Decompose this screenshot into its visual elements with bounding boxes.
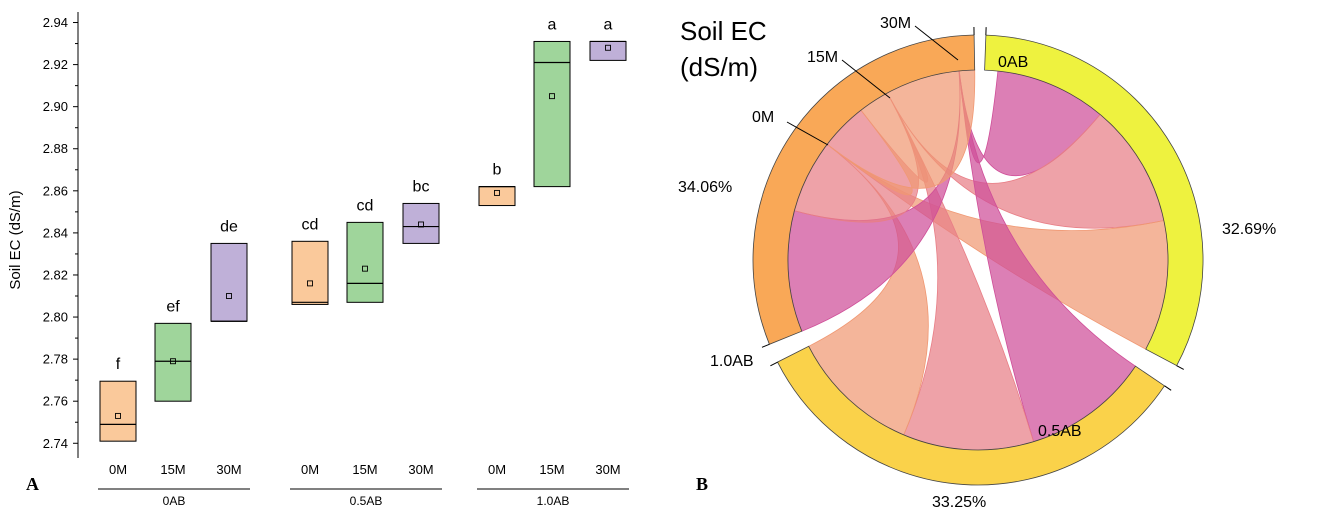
source-label-30M: 30M — [880, 15, 911, 32]
significance-letter: bc — [413, 178, 430, 195]
y-tick-label: 2.92 — [43, 57, 68, 72]
chord-title-line2: (dS/m) — [680, 52, 758, 82]
node-edge-tick — [761, 343, 770, 348]
x-tick-label: 0M — [301, 462, 319, 477]
chord-links — [787, 59, 1169, 451]
y-tick-label: 2.90 — [43, 99, 68, 114]
chord-node-0.5AB — [776, 345, 1166, 486]
target-label-1.0AB: 1.0AB — [710, 353, 754, 370]
box-1.0AB-0M: b — [478, 162, 516, 207]
box-body — [99, 380, 137, 442]
box-mean-marker — [549, 93, 555, 100]
box-body — [589, 40, 627, 61]
x-tick-label: 30M — [216, 462, 241, 477]
box-body — [210, 242, 248, 322]
node-edge-tick — [1164, 385, 1172, 391]
box-body — [533, 40, 571, 188]
box-mean-marker — [362, 265, 368, 272]
y-tick-label: 2.82 — [43, 267, 68, 282]
x-tick-label: 15M — [352, 462, 377, 477]
source-label-0M: 0M — [752, 109, 774, 126]
y-axis: 2.74 2.76 2.78 2.80 2.82 2.84 2.86 2.88 2.90 2.92… — [43, 12, 79, 458]
x-tick-label: 15M — [160, 462, 185, 477]
boxes: f ef de cd cd bc b a a — [99, 16, 627, 442]
box-mean-marker — [605, 44, 611, 51]
significance-letter: a — [604, 16, 613, 33]
box-0AB-0M: f — [99, 356, 137, 442]
significance-letter: ef — [166, 298, 180, 315]
significance-letter: cd — [357, 197, 374, 214]
source-leader-line — [841, 59, 891, 99]
box-body — [346, 221, 384, 303]
group-label: 1.0AB — [537, 494, 570, 508]
target-label-0.5AB: 0.5AB — [1038, 423, 1082, 440]
target-percent-0.5AB: 33.25% — [932, 494, 986, 510]
y-tick-label: 2.76 — [43, 394, 68, 409]
box-mean-marker — [307, 280, 313, 287]
box-mean-marker — [494, 189, 500, 196]
x-tick-label: 0M — [488, 462, 506, 477]
box-mean-marker — [170, 358, 176, 365]
x-axis: 0M 15M 30M 0AB 0M 15M 30M 0.5AB 0M 15M 30M 1.0AB — [98, 462, 629, 508]
source-leader-line — [914, 25, 959, 61]
significance-letter: b — [493, 162, 502, 179]
box-body — [154, 322, 192, 402]
box-body — [291, 240, 329, 305]
box-0.5AB-30M: bc — [402, 178, 440, 244]
source-leader-line — [786, 121, 829, 146]
y-tick-label: 2.80 — [43, 310, 68, 325]
box-body — [402, 202, 440, 244]
significance-letter: f — [116, 356, 121, 373]
panel-letter-a: A — [26, 474, 39, 494]
significance-letter: cd — [302, 216, 319, 233]
x-tick-label: 30M — [408, 462, 433, 477]
box-1.0AB-30M: a — [589, 16, 627, 61]
box-0.5AB-0M: cd — [291, 216, 329, 305]
box-mean-marker — [418, 221, 424, 228]
chord-title-line1: Soil EC — [680, 16, 767, 46]
node-edge-tick — [1176, 365, 1184, 370]
y-tick-label: 2.88 — [43, 141, 68, 156]
box-mean-marker — [226, 293, 232, 299]
y-tick-label: 2.86 — [43, 183, 68, 198]
y-tick-label: 2.74 — [43, 436, 68, 451]
group-label: 0.5AB — [350, 494, 383, 508]
y-tick-label: 2.78 — [43, 352, 68, 367]
box-0AB-30M: de — [210, 218, 248, 322]
target-percent-1.0AB: 34.06% — [678, 179, 732, 196]
significance-letter: a — [548, 16, 557, 33]
target-percent-0AB: 32.69% — [1222, 221, 1276, 238]
box-1.0AB-15M: a — [533, 16, 571, 188]
box-0AB-15M: ef — [154, 298, 192, 402]
box-0.5AB-15M: cd — [346, 197, 384, 303]
box-body — [478, 186, 516, 207]
target-label-0AB: 0AB — [998, 54, 1028, 71]
x-tick-label: 15M — [539, 462, 564, 477]
source-label-15M: 15M — [807, 49, 838, 66]
y-tick-label: 2.94 — [43, 15, 68, 30]
panel-letter-b: B — [696, 474, 708, 494]
chord-labels: 0M 15M 30M 0AB 32.69% 0.5AB 33.25% 1.0AB 34.06% — [678, 15, 1276, 510]
box-chart: 2.74 2.76 2.78 2.80 2.82 2.84 2.86 2.88 2.90 2.92… — [7, 12, 629, 508]
x-tick-label: 0M — [109, 462, 127, 477]
chord-nodes — [752, 27, 1204, 486]
chord-chart: 0M15M30M0AB32.69%0.5AB33.25%1.0AB34.06% … — [678, 15, 1276, 510]
significance-letter: de — [220, 218, 238, 235]
box-mean-marker — [115, 412, 121, 419]
y-axis-title: Soil EC (dS/m) — [7, 190, 24, 289]
node-edge-tick — [770, 361, 778, 367]
y-tick-label: 2.84 — [43, 225, 68, 240]
x-tick-label: 30M — [595, 462, 620, 477]
group-label: 0AB — [163, 494, 186, 508]
